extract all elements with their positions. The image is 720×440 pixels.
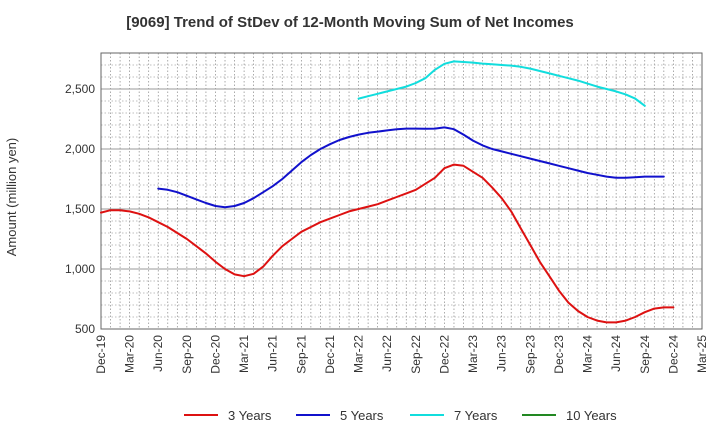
chart-legend: 3 Years 5 Years 7 Years 10 Years — [0, 404, 720, 426]
x-tick-label: Dec-22 — [437, 335, 451, 374]
x-tick-label: Mar-20 — [123, 335, 137, 373]
x-tick-label: Mar-21 — [237, 335, 251, 373]
legend-label-7-years: 7 Years — [454, 407, 498, 423]
legend-label-10-years: 10 Years — [566, 407, 617, 423]
y-tick-label: 2,500 — [65, 82, 95, 96]
y-tick-label: 500 — [75, 322, 95, 336]
chart-title: [9069] Trend of StDev of 12-Month Moving… — [126, 14, 574, 31]
plot-frame — [100, 52, 703, 330]
series-line-3-years — [100, 163, 675, 324]
legend-swatch-7-years — [410, 414, 444, 416]
x-tick-label: Mar-24 — [581, 335, 595, 373]
x-tick-label: Sep-22 — [409, 335, 423, 374]
y-tick-label: 1,000 — [65, 262, 95, 276]
legend-swatch-3-years — [184, 414, 218, 416]
legend-label-3-years: 3 Years — [228, 407, 272, 423]
x-tick-label: Dec-19 — [94, 335, 108, 374]
x-tick-label: Sep-20 — [180, 335, 194, 374]
x-tick-label: Jun-22 — [380, 335, 394, 372]
x-tick-label: Dec-23 — [552, 335, 566, 374]
x-tick-label: Mar-25 — [695, 335, 709, 373]
x-tick-label: Dec-24 — [666, 335, 680, 374]
x-tick-label: Sep-23 — [523, 335, 537, 374]
x-tick-label: Sep-24 — [638, 335, 652, 374]
plot-area — [101, 53, 702, 329]
y-tick-label: 2,000 — [65, 142, 95, 156]
x-tick-label: Mar-22 — [352, 335, 366, 373]
legend-swatch-5-years — [296, 414, 330, 416]
legend-item-10-years: 10 Years — [522, 404, 617, 426]
legend-item-7-years: 7 Years — [410, 404, 497, 426]
y-axis-label: Amount (million yen) — [4, 138, 19, 257]
y-tick-label: 1,500 — [65, 202, 95, 216]
x-tick-label: Jun-24 — [609, 335, 623, 372]
x-tick-label: Sep-21 — [294, 335, 308, 374]
legend-item-5-years: 5 Years — [296, 404, 383, 426]
x-tick-label: Jun-21 — [266, 335, 280, 372]
x-tick-label: Dec-20 — [208, 335, 222, 374]
series-line-5-years — [157, 126, 665, 209]
chart-plot: 500 1,000 1,500 2,000 2,500 Dec-19 Mar-20 Jun-2… — [65, 52, 709, 374]
legend-swatch-10-years — [522, 414, 556, 416]
x-tick-label: Jun-20 — [151, 335, 165, 372]
svg-text:Amount (million yen): Amount (million yen) — [4, 138, 19, 257]
legend-item-3-years: 3 Years — [184, 404, 271, 426]
x-tick-label: Jun-23 — [495, 335, 509, 372]
x-tick-label: Mar-23 — [466, 335, 480, 373]
x-tick-label: Dec-21 — [323, 335, 337, 374]
legend-label-5-years: 5 Years — [340, 407, 384, 423]
series-line-7-years — [357, 60, 646, 107]
